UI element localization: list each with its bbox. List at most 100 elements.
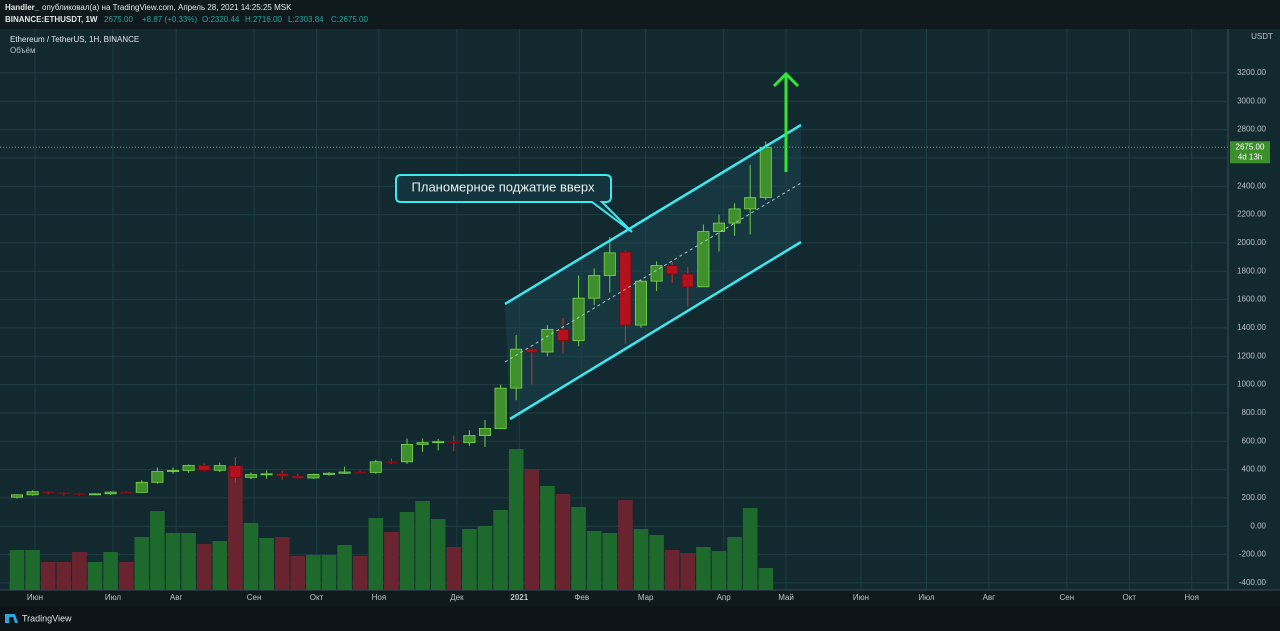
symbol: BINANCE:ETHUSDT, 1W [5, 15, 98, 24]
candle-body [135, 481, 148, 493]
volume-bar [696, 547, 711, 590]
candle-body [10, 494, 24, 498]
candle-body [182, 465, 195, 471]
candle-body [291, 475, 304, 479]
candle-body [276, 473, 289, 477]
volume-bar [602, 533, 618, 590]
price-axis [1228, 29, 1280, 590]
candle-body [588, 275, 601, 299]
candle-body [57, 492, 70, 495]
candle-body [260, 473, 273, 476]
x-tick-label: 2021 [510, 593, 528, 602]
candle-body [478, 428, 492, 436]
volume-bar [477, 526, 493, 590]
candle-body [494, 387, 507, 429]
candle-body [744, 197, 757, 210]
candle-body [322, 472, 336, 475]
footer [0, 606, 1280, 631]
volume-bar [680, 553, 696, 590]
y-tick-label: 800.00 [1242, 408, 1267, 417]
author: Handler_ [5, 3, 40, 12]
volume-bar [415, 501, 430, 590]
volume-bar [118, 562, 134, 590]
y-tick-label: 1800.00 [1237, 266, 1266, 275]
x-tick-label: Окт [1123, 593, 1137, 602]
volume-bar [758, 568, 774, 590]
logo [5, 614, 18, 623]
x-tick-label: Авг [170, 593, 183, 602]
x-tick-label: Фев [574, 593, 589, 602]
chart-subtitle: Объём [10, 46, 36, 55]
y-tick-label: 400.00 [1242, 465, 1267, 474]
y-tick-label: 1200.00 [1237, 351, 1266, 360]
x-tick-label: Сен [1060, 593, 1075, 602]
last-price-label: 2675.00 [1236, 142, 1265, 151]
channel-mid [504, 182, 802, 363]
candle-body [42, 491, 55, 494]
candle-body [88, 493, 102, 496]
candle-body [447, 441, 460, 444]
volume-bar [368, 518, 384, 590]
candle-body [759, 146, 772, 198]
x-tick-label: Июн [27, 593, 43, 602]
x-tick-label: Июл [105, 593, 122, 602]
volume-bar [618, 500, 633, 590]
y-tick-label: 0.00 [1250, 521, 1266, 530]
candle-body [510, 348, 523, 389]
y-tick-label: 3000.00 [1237, 96, 1266, 105]
volume-bar [586, 531, 602, 590]
y-tick-label: 600.00 [1242, 436, 1267, 445]
volume-bar [571, 507, 586, 590]
ohlc-close: C:2675.00 [331, 15, 368, 24]
y-tick-label: 200.00 [1242, 493, 1267, 502]
candle-body [432, 441, 445, 444]
volume-bar [446, 547, 462, 590]
y-tick-label: 2000.00 [1237, 238, 1266, 247]
volume-bar [399, 512, 415, 590]
candle-body [244, 474, 258, 478]
y-tick-label: 1000.00 [1237, 380, 1266, 389]
x-tick-label: Дек [450, 593, 464, 602]
y-tick-label: 1600.00 [1237, 295, 1266, 304]
volume-bar [243, 523, 259, 590]
candle-body [525, 348, 538, 353]
candle-body [572, 297, 585, 342]
x-tick-label: Сен [247, 593, 262, 602]
y-tick-label: 1400.00 [1237, 323, 1266, 332]
change: +8.87 (+0.33%) [142, 15, 197, 24]
candle-body [416, 442, 429, 445]
x-tick-label: Май [778, 593, 794, 602]
volume-bar [259, 538, 274, 590]
candle-body [120, 491, 133, 494]
arrow-up [772, 71, 800, 172]
candle-body [213, 465, 226, 471]
channel-upper [504, 123, 802, 306]
volume-bar [727, 537, 742, 590]
countdown: 4d 13h [1238, 152, 1262, 161]
volume-bar [664, 550, 680, 590]
y-tick-label: -200.00 [1239, 550, 1267, 559]
volume-bar [384, 532, 399, 590]
candle-body [603, 252, 616, 276]
volume-bar [290, 556, 306, 590]
candle-body [712, 222, 726, 232]
candle-body [166, 470, 180, 472]
unit-box [1229, 30, 1279, 44]
volume-bar [711, 551, 727, 590]
x-tick-label: Июл [918, 593, 935, 602]
candle-body [198, 465, 211, 471]
volume-bar [165, 533, 181, 590]
ohlc-open: O:2320.44 [202, 15, 240, 24]
candle-body [728, 208, 741, 224]
volume-bar [633, 529, 649, 590]
volume-bar [493, 510, 508, 590]
candle-body [229, 465, 242, 478]
x-tick-label: Апр [717, 593, 732, 602]
candle-body [666, 265, 679, 275]
volume-bar [462, 529, 477, 590]
volume-bar [150, 511, 165, 590]
candle-body [354, 471, 367, 474]
annotation: Планомерное поджатие вверх [412, 179, 595, 194]
candle-body [681, 273, 694, 288]
